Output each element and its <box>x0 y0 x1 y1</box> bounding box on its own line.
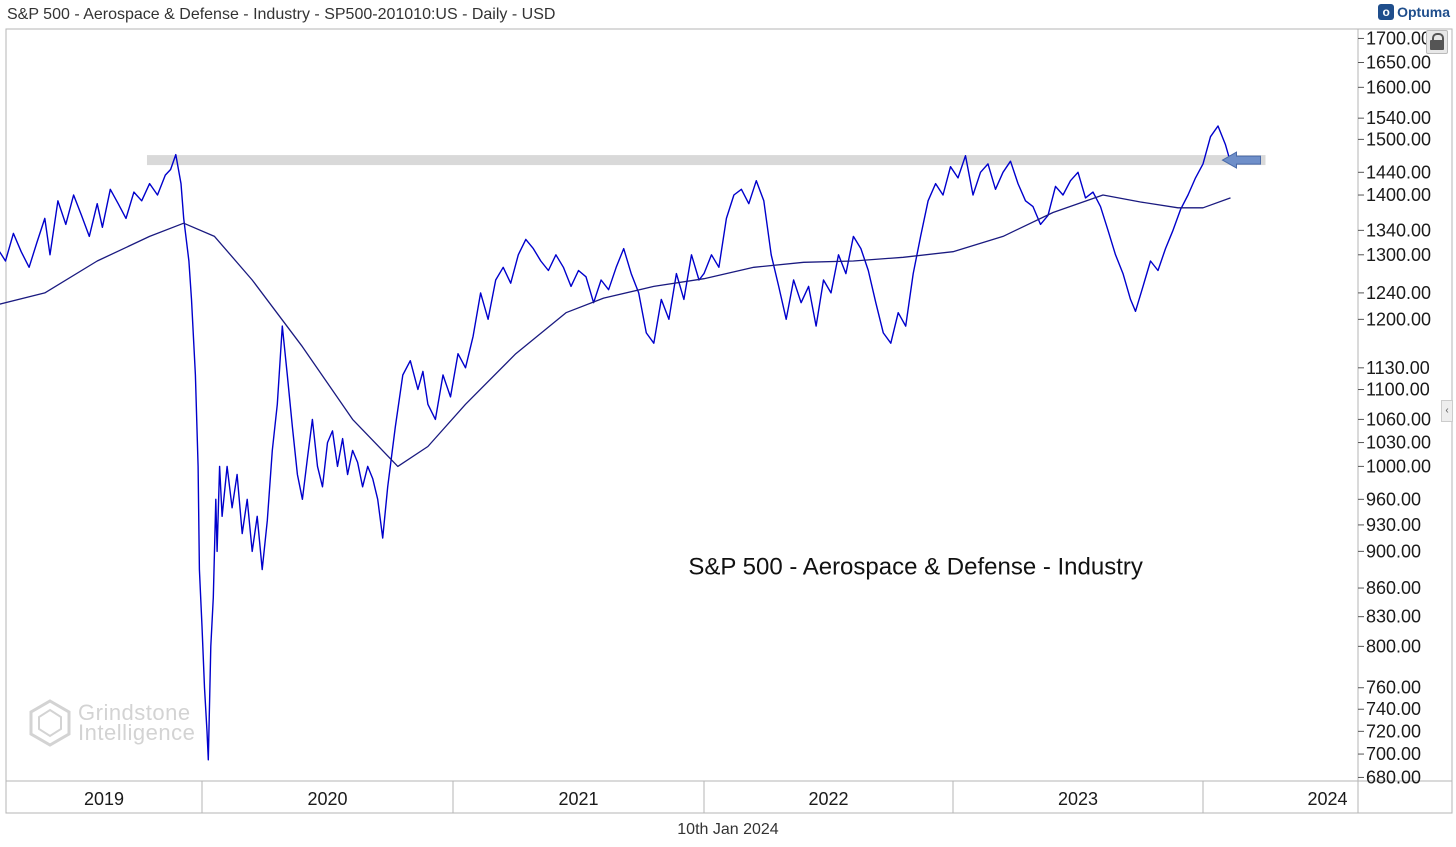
plot-border <box>5 28 1453 814</box>
y-tick-label: 680.00 <box>1366 767 1421 787</box>
brand-logo: o Optuma <box>1378 4 1450 20</box>
watermark-line1: Grindstone <box>78 700 191 725</box>
collapse-panel-chevron-icon[interactable]: ‹ <box>1441 400 1453 422</box>
y-tick-label: 1000.00 <box>1366 456 1431 476</box>
lock-icon[interactable] <box>1426 30 1448 54</box>
y-tick-label: 1400.00 <box>1366 185 1431 205</box>
x-tick-label: 2023 <box>1058 789 1098 809</box>
y-tick-label: 740.00 <box>1366 699 1421 719</box>
y-tick-label: 720.00 <box>1366 721 1421 741</box>
watermark-line2: Intelligence <box>78 720 196 745</box>
y-tick-label: 760.00 <box>1366 678 1421 698</box>
y-tick-label: 1240.00 <box>1366 283 1431 303</box>
y-tick-label: 1100.00 <box>1366 380 1430 400</box>
y-tick-label: 900.00 <box>1366 541 1421 561</box>
watermark: Grindstone Intelligence <box>28 698 195 748</box>
date-label: 10th Jan 2024 <box>677 821 779 838</box>
y-tick-label: 1600.00 <box>1366 77 1431 97</box>
x-tick-label: 2020 <box>307 789 347 809</box>
chart-header: S&P 500 - Aerospace & Defense - Industry… <box>7 6 556 23</box>
chart-annotation: S&P 500 - Aerospace & Defense - Industry <box>688 554 1142 581</box>
x-tick-label: 2022 <box>808 789 848 809</box>
y-tick-label: 800.00 <box>1366 636 1421 656</box>
y-tick-label: 1060.00 <box>1366 409 1431 429</box>
arrow-icon <box>1221 151 1261 169</box>
y-tick-label: 930.00 <box>1366 515 1421 535</box>
x-tick-label: 2019 <box>84 789 124 809</box>
y-tick-label: 1540.00 <box>1366 108 1431 128</box>
y-tick-label: 1030.00 <box>1366 433 1431 453</box>
optuma-icon: o <box>1378 4 1395 20</box>
x-tick-label: 2021 <box>558 789 598 809</box>
y-tick-label: 960.00 <box>1366 489 1421 509</box>
y-tick-label: 830.00 <box>1366 607 1421 627</box>
y-tick-label: 1500.00 <box>1366 129 1431 149</box>
x-tick-label: 2024 <box>1307 789 1347 809</box>
y-tick-label: 1440.00 <box>1366 162 1431 182</box>
y-tick-label: 1650.00 <box>1366 53 1431 73</box>
y-tick-label: 1200.00 <box>1366 309 1431 329</box>
y-tick-label: 1130.00 <box>1366 358 1430 378</box>
brand-name: Optuma <box>1397 4 1450 20</box>
y-tick-label: 1700.00 <box>1366 28 1431 48</box>
y-tick-label: 1340.00 <box>1366 220 1431 240</box>
moving-average-line <box>0 194 1231 468</box>
price-series-line <box>0 125 1232 761</box>
y-tick-label: 860.00 <box>1366 578 1421 598</box>
hexagon-logo-icon <box>29 699 71 747</box>
y-tick-label: 700.00 <box>1366 744 1421 764</box>
y-tick-label: 1300.00 <box>1366 245 1431 265</box>
resistance-band <box>146 155 1266 166</box>
